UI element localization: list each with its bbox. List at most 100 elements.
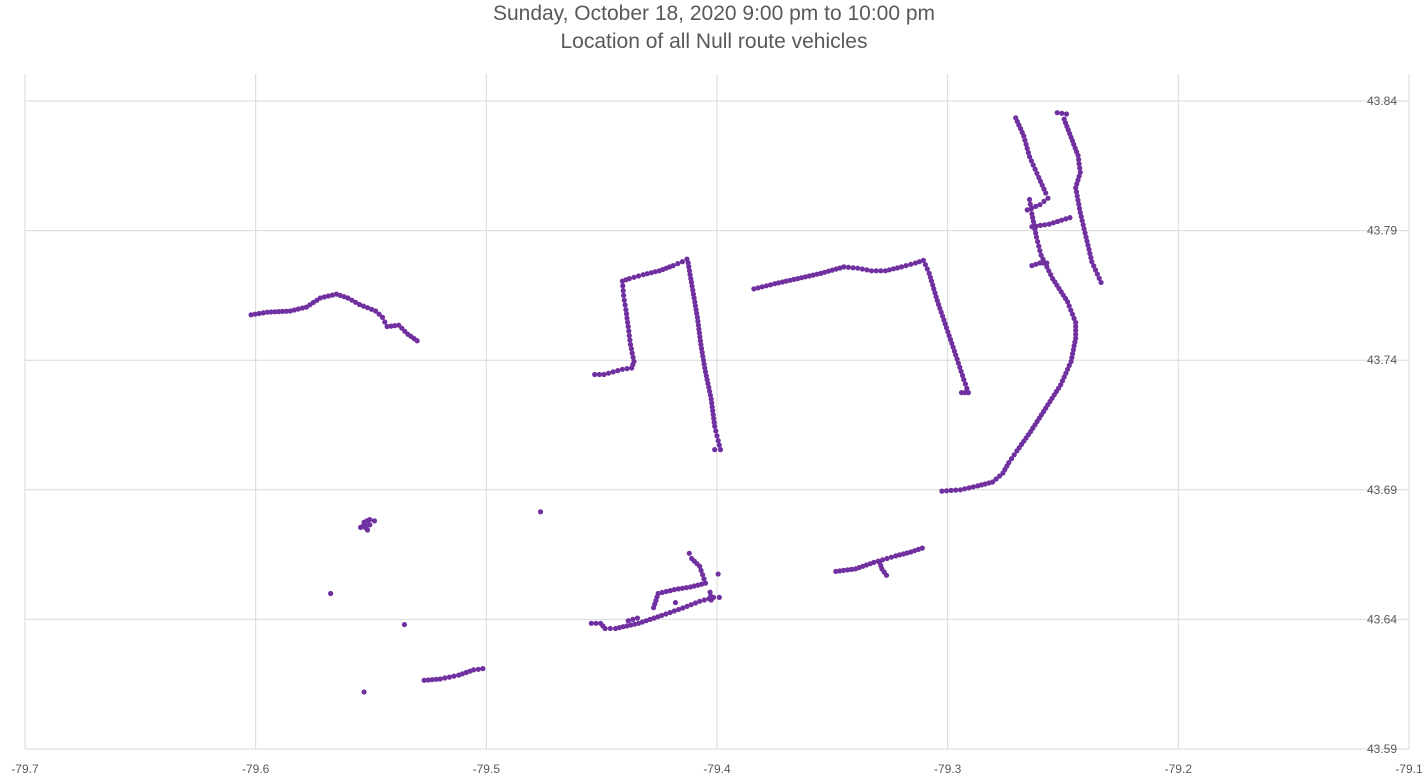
data-point: [1076, 157, 1082, 163]
data-point: [252, 311, 258, 317]
data-point: [632, 621, 638, 627]
data-point: [958, 390, 965, 396]
data-point: [884, 555, 890, 562]
data-point: [941, 317, 947, 323]
data-point: [663, 588, 669, 595]
data-point: [710, 412, 716, 418]
data-point: [697, 334, 703, 340]
data-point: [684, 603, 690, 610]
data-point: [1027, 154, 1033, 160]
data-point: [1073, 320, 1079, 326]
data-point: [1078, 214, 1084, 220]
data-point: [700, 572, 706, 578]
data-point: [295, 306, 301, 312]
data-point: [1066, 303, 1072, 309]
data-point: [421, 677, 427, 683]
data-point: [688, 279, 695, 285]
data-point: [685, 260, 691, 266]
data-point: [894, 265, 901, 271]
data-point: [1071, 315, 1077, 322]
data-point: [948, 487, 954, 493]
data-point: [1044, 260, 1050, 266]
data-point: [356, 301, 363, 308]
data-point: [688, 602, 694, 608]
data-point: [878, 268, 884, 274]
data-point: [845, 264, 852, 270]
data-point: [264, 309, 270, 315]
data-point: [588, 620, 594, 626]
data-point: [954, 356, 960, 362]
data-point: [1042, 222, 1048, 228]
data-point: [707, 589, 713, 595]
data-point: [1024, 207, 1030, 213]
data-point: [993, 476, 999, 482]
data-point: [683, 585, 690, 591]
data-point: [620, 288, 626, 294]
data-point: [626, 333, 632, 339]
data-point: [607, 625, 613, 632]
data-point: [437, 676, 443, 682]
data-point: [702, 369, 709, 375]
data-point: [363, 523, 369, 529]
data-point: [1081, 226, 1087, 232]
data-point: [708, 597, 714, 603]
data-point: [684, 256, 690, 262]
data-point: [707, 392, 714, 398]
data-point: [615, 368, 621, 374]
data-point: [321, 294, 327, 300]
data-point: [926, 270, 932, 276]
data-point: [686, 264, 692, 270]
x-tick-label: -79.6: [242, 762, 270, 776]
data-point: [1021, 133, 1027, 139]
data-point: [672, 599, 679, 606]
data-point: [680, 605, 686, 611]
data-point: [1070, 347, 1076, 353]
data-point: [1066, 362, 1072, 368]
data-point: [997, 473, 1003, 479]
data-point: [698, 345, 705, 352]
data-point: [1080, 222, 1086, 228]
data-point: [382, 319, 388, 325]
data-point: [1058, 382, 1064, 388]
data-point: [1048, 272, 1054, 278]
y-tick-label: 43.64: [1367, 612, 1397, 626]
data-point: [626, 276, 632, 282]
data-point: [692, 299, 698, 305]
data-point: [695, 318, 701, 324]
data-point: [707, 388, 713, 394]
data-point: [845, 567, 851, 573]
data-point: [864, 267, 870, 273]
data-point: [1028, 205, 1035, 211]
data-point: [802, 274, 809, 280]
data-point: [695, 322, 702, 328]
data-point: [1035, 239, 1041, 245]
data-point: [928, 278, 935, 284]
data-point: [1076, 173, 1082, 179]
data-point: [692, 600, 699, 606]
data-point: [871, 559, 877, 566]
data-point: [841, 264, 847, 270]
data-point: [715, 571, 721, 577]
data-point: [700, 357, 707, 363]
data-point: [690, 287, 696, 293]
data-point: [675, 586, 682, 592]
data-point: [1034, 170, 1040, 176]
data-point: [943, 325, 950, 331]
data-point: [676, 606, 682, 613]
data-point: [601, 371, 607, 378]
data-point: [446, 674, 452, 680]
data-point: [1022, 137, 1028, 143]
data-point: [1073, 331, 1079, 337]
data-point: [687, 272, 693, 278]
data-point: [883, 572, 890, 578]
data-point: [694, 314, 701, 320]
data-point: [1083, 234, 1089, 240]
data-point: [957, 364, 963, 370]
data-point: [1039, 182, 1045, 188]
data-point: [1027, 201, 1033, 207]
data-point: [829, 267, 835, 273]
data-point: [1044, 264, 1050, 270]
data-point: [1059, 110, 1065, 116]
data-point: [345, 295, 351, 301]
data-point: [369, 306, 375, 312]
